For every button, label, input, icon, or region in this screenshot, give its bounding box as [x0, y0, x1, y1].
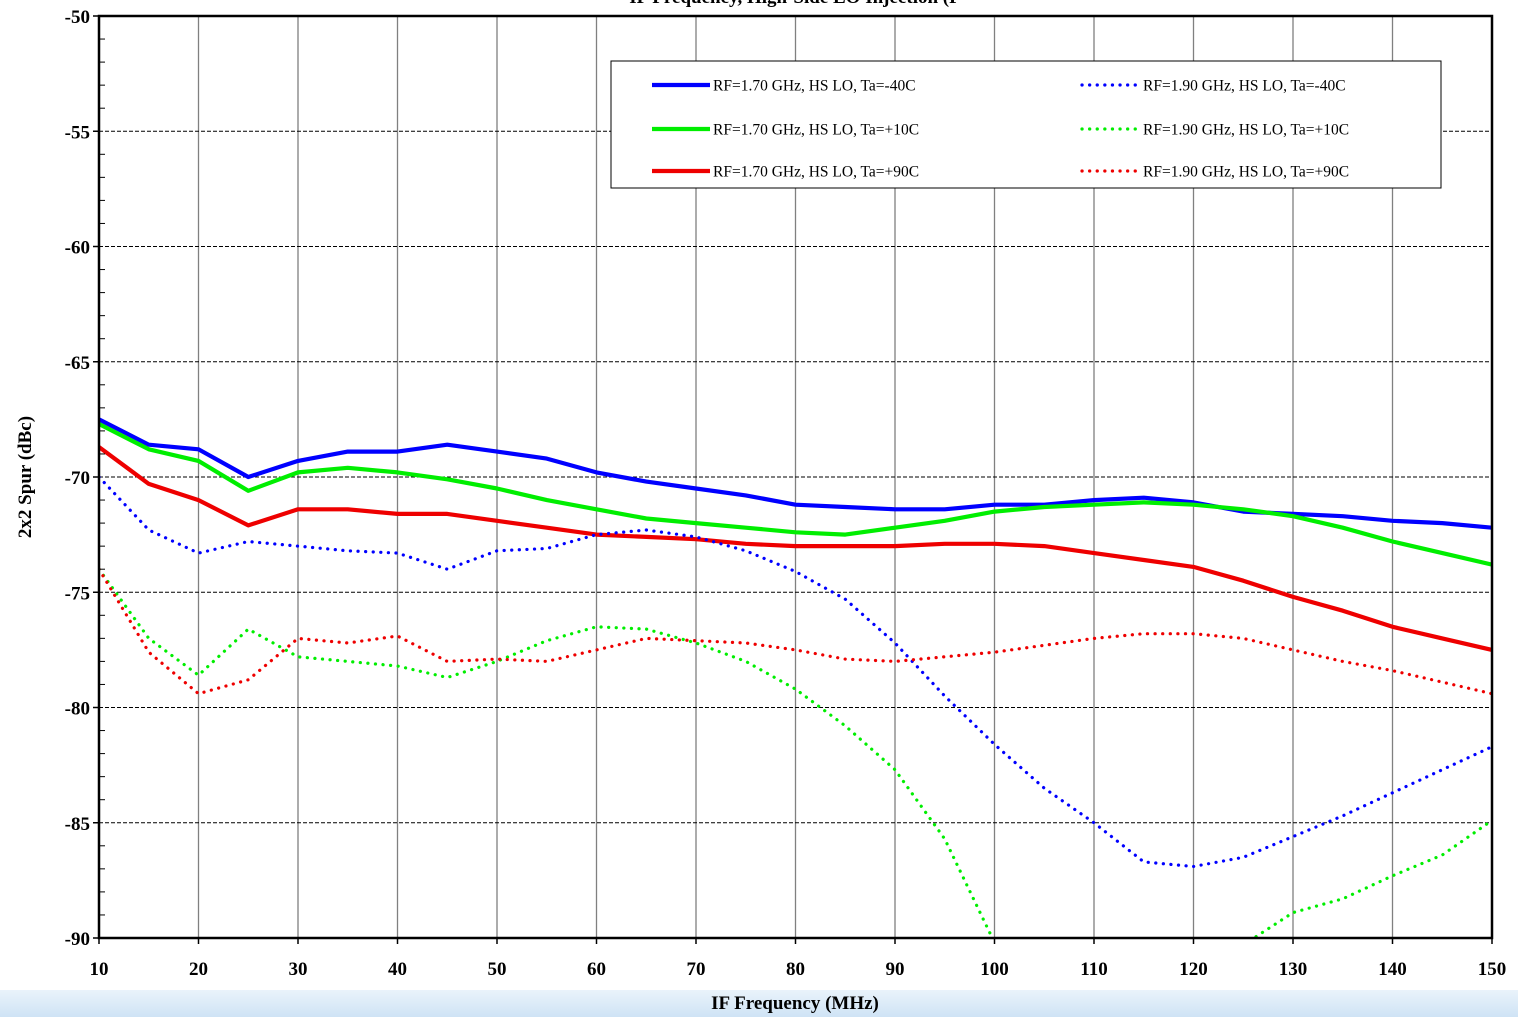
x-tick-label: 100	[980, 959, 1009, 980]
series-line-5	[1250, 818, 1492, 938]
x-tick-label: 20	[189, 959, 208, 980]
x-tick-label: 40	[388, 959, 407, 980]
y-tick-label: -50	[65, 7, 90, 28]
x-tick-label: 10	[90, 959, 109, 980]
y-tick-label: -80	[65, 699, 90, 720]
x-tick-label: 110	[1080, 959, 1107, 980]
series-layer	[99, 417, 1492, 938]
series-line-3	[99, 445, 1492, 652]
legend-label-2: RF=1.70 GHz, HS LO, Ta=+10C	[713, 122, 919, 139]
y-axis-title: 2x2 Spur (dBc)	[15, 416, 36, 538]
x-axis-title: IF Frequency (MHz)	[711, 993, 879, 1014]
y-tick-label: -70	[65, 468, 90, 489]
y-tick-label: -90	[65, 929, 90, 950]
legend-label-6: RF=1.90 GHz, HS LO, Ta=+90C	[1143, 164, 1349, 181]
series-line-2	[99, 422, 1492, 567]
y-tick-label: -60	[65, 238, 90, 259]
y-tick-labels: -50 -55 -60 -65 -70 -75 -80 -85 -90	[65, 7, 90, 950]
legend-box	[610, 60, 1442, 189]
legend-label-1: RF=1.70 GHz, HS LO, Ta=-40C	[713, 78, 916, 95]
bottom-band	[0, 990, 1518, 1017]
x-tick-label: 30	[289, 959, 308, 980]
chart-title: IF Frequency, High-Side LO Injection (P	[629, 0, 961, 8]
legend: RF=1.70 GHz, HS LO, Ta=-40C RF=1.90 GHz, …	[610, 60, 1442, 189]
x-tick-label: 140	[1378, 959, 1407, 980]
series-line-4	[99, 475, 1492, 869]
x-tick-label: 70	[687, 959, 706, 980]
y-tick-label: -55	[65, 122, 90, 143]
x-tick-label: 80	[786, 959, 805, 980]
x-tick-label: 120	[1179, 959, 1208, 980]
x-tick-labels: 10 20 30 40 50 60 70 80 90 100 110 120 130 140 150	[90, 959, 1507, 980]
x-tick-label: 90	[886, 959, 905, 980]
y-tick-label: -75	[65, 583, 90, 604]
y-tick-label: -65	[65, 353, 90, 374]
tick-marks	[93, 15, 1493, 944]
x-tick-label: 50	[488, 959, 507, 980]
legend-label-5: RF=1.90 GHz, HS LO, Ta=+10C	[1143, 122, 1349, 139]
x-tick-label: 150	[1478, 959, 1507, 980]
x-tick-label: 60	[587, 959, 606, 980]
y-tick-label: -85	[65, 814, 90, 835]
legend-label-3: RF=1.70 GHz, HS LO, Ta=+90C	[713, 164, 919, 181]
legend-label-4: RF=1.90 GHz, HS LO, Ta=-40C	[1143, 78, 1346, 95]
x-tick-label: 130	[1279, 959, 1308, 980]
series-line-6	[99, 567, 1492, 696]
